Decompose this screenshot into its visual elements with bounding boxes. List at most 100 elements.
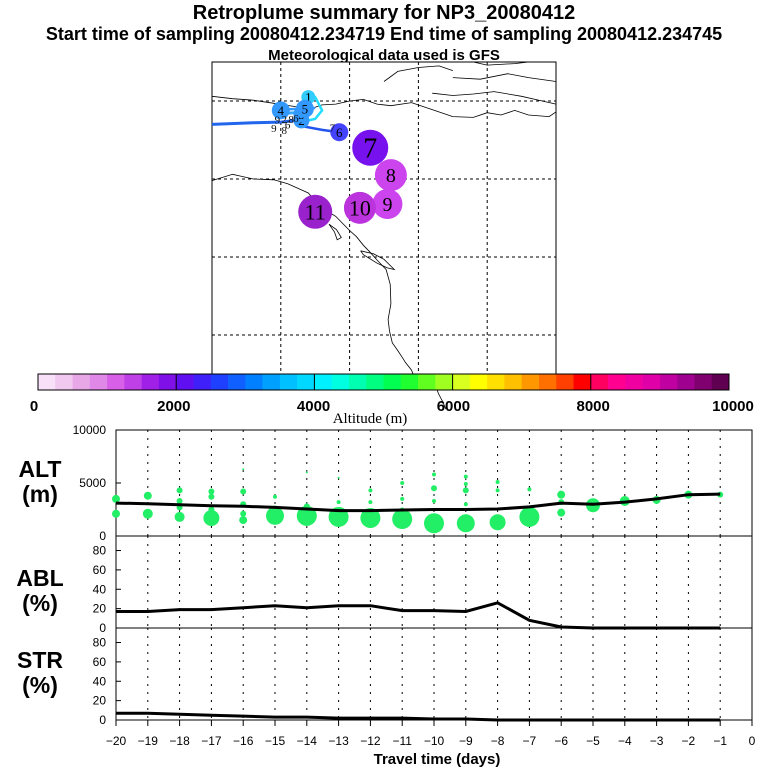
plume-bubble — [374, 159, 407, 192]
altitude-bubble — [208, 488, 215, 495]
str-line — [116, 711, 721, 722]
x-tick-label: −6 — [554, 734, 568, 748]
x-tick-label: −16 — [233, 734, 254, 748]
x-tick-label: −9 — [459, 734, 473, 748]
altitude-bubble — [368, 488, 373, 493]
colorbar-swatch — [573, 374, 592, 390]
str-y-tick-label: 20 — [93, 694, 107, 708]
alt-unit: (m) — [22, 481, 58, 507]
altitude-bubble — [432, 499, 436, 504]
x-tick-label: −18 — [169, 734, 190, 748]
x-tick-label: 0 — [749, 734, 756, 748]
colorbar-swatch — [435, 374, 453, 390]
sampling-times: Start time of sampling 20080412.234719 E… — [45, 24, 723, 44]
plume-label: 1 — [305, 91, 312, 106]
coastline — [328, 223, 342, 241]
altitude-bubble — [143, 491, 152, 500]
altitude-bubble — [463, 482, 468, 487]
altitude-bubble — [242, 468, 245, 471]
plume-small-label: 6 — [285, 119, 291, 131]
colorbar-frame — [37, 373, 730, 391]
abl-y-tick-label: 80 — [93, 544, 107, 558]
x-tick-label: −5 — [586, 734, 600, 748]
colorbar-swatch — [262, 374, 281, 390]
plume-label: 10 — [349, 196, 371, 221]
alt-y-tick-label: 5000 — [79, 476, 106, 490]
coastline — [360, 250, 396, 271]
x-tick-label: −10 — [424, 734, 445, 748]
colorbar-swatch — [279, 374, 298, 390]
plume-small-label: 2 — [281, 114, 287, 126]
coastline — [452, 73, 557, 82]
colorbar-swatch — [107, 374, 125, 390]
x-tick-label: −7 — [523, 734, 537, 748]
colorbar-swatch — [659, 374, 678, 390]
plume-label: 4 — [278, 103, 285, 118]
abl-y-tick-label: 0 — [99, 621, 106, 635]
str-unit: (%) — [22, 672, 58, 698]
str-label: STR — [17, 647, 63, 673]
met-data-line: Meteorological data used is GFS — [268, 47, 500, 64]
colorbar-swatch — [193, 374, 212, 390]
altitude-bubble — [557, 490, 566, 499]
colorbar-swatch — [452, 374, 471, 390]
altitude-colorbar: 0 2000 4000 6000 8000 10000 — [30, 373, 754, 415]
plume-small-label: 7 — [330, 122, 336, 134]
plume-small-label: 6 — [293, 113, 299, 125]
altitude-bubble — [368, 500, 373, 505]
coastline — [473, 61, 529, 66]
altitude-bubble — [463, 502, 468, 507]
altitude-bubble — [174, 511, 185, 522]
colorbar-swatch — [487, 374, 505, 390]
plume-small-label: 8 — [281, 125, 287, 137]
colorbar-swatch — [556, 374, 574, 390]
altitude-bubble — [208, 493, 215, 500]
x-tick-label: −1 — [713, 734, 727, 748]
colorbar-swatch — [158, 374, 177, 390]
altitude-bubble — [400, 496, 405, 501]
x-axis-label: Travel time (days) — [374, 751, 501, 768]
colorbar-tick-label: 0 — [30, 398, 38, 415]
colorbar-swatch — [124, 374, 142, 390]
colorbar-swatch — [642, 374, 661, 390]
colorbar-tick-label: 6000 — [437, 398, 470, 415]
colorbar-swatch — [228, 374, 246, 390]
altitude-bubble — [519, 506, 540, 527]
x-tick-label: −4 — [618, 734, 632, 748]
str-panel-frame — [115, 627, 753, 721]
plume-bubble — [372, 188, 403, 219]
altitude-bubble — [296, 505, 317, 526]
plume-small-label: 8 — [288, 114, 294, 126]
altitude-bubble — [527, 487, 532, 492]
x-tick-label: −20 — [106, 734, 127, 748]
abl-y-tick-label: 60 — [93, 563, 107, 577]
altitude-bubble — [240, 510, 247, 517]
plume-label: 7 — [363, 134, 377, 165]
plume-label: 5 — [302, 101, 309, 116]
alt-y-tick-label: 10000 — [73, 423, 107, 437]
x-tick-label: −14 — [297, 734, 318, 748]
colorbar-swatch — [504, 374, 522, 390]
chart-title: Retroplume summary for NP3_20080412 — [192, 2, 576, 24]
altitude-bubble — [203, 509, 220, 526]
colorbar-swatch — [400, 374, 419, 390]
altitude-bubble — [176, 498, 183, 505]
colorbar-swatch — [590, 374, 609, 390]
altitude-bubble — [360, 507, 381, 528]
x-tick-label: −2 — [682, 734, 696, 748]
plume-bubble — [330, 123, 349, 142]
str-y-tick-label: 0 — [99, 713, 106, 727]
plume-track — [211, 118, 302, 126]
colorbar-swatch — [608, 374, 626, 390]
altitude-bubble — [557, 508, 566, 517]
plume-label: 11 — [305, 199, 326, 224]
x-tick-label: −13 — [328, 734, 349, 748]
colorbar-swatch — [176, 374, 194, 390]
x-tick-label: −12 — [360, 734, 381, 748]
colorbar-swatch — [141, 374, 160, 390]
abl-y-tick-label: 40 — [93, 582, 107, 596]
altitude-bubble — [266, 506, 284, 525]
colorbar-swatch — [314, 374, 332, 390]
